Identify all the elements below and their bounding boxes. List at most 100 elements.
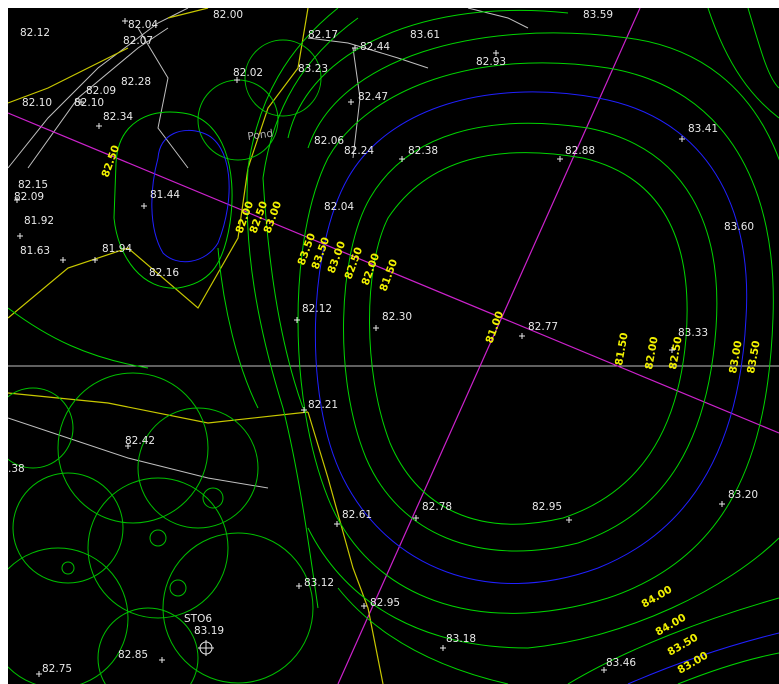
tree-symbol	[137, 407, 259, 529]
edge-line	[137, 27, 189, 169]
alignment-line	[8, 112, 779, 434]
contour-label: 83.50	[745, 340, 763, 375]
edge-line	[307, 37, 429, 69]
spot-elevation: 82.44	[360, 41, 390, 53]
spot-elevation: 82.04	[324, 201, 354, 213]
spot-elevation: 82.78	[422, 501, 452, 513]
spot-elevation: 82.34	[103, 111, 133, 123]
pond-label: Pond	[247, 128, 274, 143]
spot-elevation: 82.93	[476, 56, 506, 68]
spot-elevation-markers	[14, 18, 725, 677]
contour-line	[217, 247, 259, 409]
spot-elevation: 82.77	[528, 321, 558, 333]
alignment-lines	[8, 8, 779, 684]
spot-elevation: 82.24	[344, 145, 374, 157]
contour-label: 84.00	[640, 584, 675, 611]
tree-symbol	[97, 607, 199, 684]
cad-viewport[interactable]: 82.50 82.00 82.50 83.00 83.50 83.50 83.0…	[8, 8, 779, 684]
contour-line	[8, 307, 149, 369]
spot-elevation: 81.94	[102, 243, 132, 255]
contour-line	[707, 8, 779, 119]
boundary-line	[8, 392, 309, 424]
spot-elevation: 82.88	[565, 145, 595, 157]
spot-elevation: 81.63	[20, 245, 50, 257]
spot-elevation: 82.17	[308, 29, 338, 41]
contour-line	[297, 62, 774, 614]
edge-line	[8, 417, 269, 489]
boundary-line	[8, 8, 309, 319]
tree-symbol	[169, 579, 187, 597]
spot-elevation: 82.42	[125, 435, 155, 447]
spot-elevation: 82.21	[308, 399, 338, 411]
edge-line	[352, 47, 361, 159]
tree-symbol	[61, 561, 75, 575]
spot-elevation: 83.23	[298, 63, 328, 75]
spot-elevation: 82.15	[18, 179, 48, 191]
contour-line	[343, 122, 718, 552]
contour-line	[151, 129, 230, 263]
spot-elevation: 82.12	[302, 303, 332, 315]
spot-elevation: 82.10	[22, 97, 52, 109]
alignment-line	[337, 8, 641, 684]
contour-line	[113, 111, 233, 289]
spot-elevation: 82.09	[14, 191, 44, 203]
contour-label: 83.00	[676, 650, 711, 677]
tree-symbol	[87, 477, 229, 619]
spot-elevation: 83.18	[446, 633, 476, 645]
spot-elevation: 82.09	[86, 85, 116, 97]
contour-line	[747, 8, 779, 89]
spot-elevation: 81.44	[150, 189, 180, 201]
contour-label: 82.00	[643, 336, 661, 371]
contour-line	[369, 152, 688, 525]
spot-elevation: 82.38	[408, 145, 438, 157]
spot-elevation: 82.85	[118, 649, 148, 661]
spot-elevation: 81.92	[24, 215, 54, 227]
contour-line	[337, 587, 509, 684]
spot-elevation: 82.06	[314, 135, 344, 147]
contour-label: 83.00	[727, 340, 745, 375]
edge-line	[27, 27, 169, 169]
contour-label: 82.00	[360, 252, 383, 287]
contour-line	[307, 32, 779, 161]
contour-line	[247, 8, 339, 169]
contour-label: 81.50	[378, 258, 401, 293]
spot-elevation: 83.12	[304, 577, 334, 589]
boundary-lines	[8, 8, 384, 684]
spot-elevation: 83.20	[728, 489, 758, 501]
edge-line	[467, 8, 529, 29]
spot-elevation: 83.46	[606, 657, 636, 669]
tree-symbol	[202, 487, 224, 509]
spot-elevation: 82.30	[382, 311, 412, 323]
boundary-line	[8, 47, 129, 104]
spot-elevation: 82.28	[121, 76, 151, 88]
spot-elevation: 82.02	[233, 67, 263, 79]
spot-elevation: 82.16	[149, 267, 179, 279]
boundary-line	[307, 411, 384, 684]
structure-label: STO6	[184, 613, 212, 625]
contour-label: 81.50	[613, 332, 631, 367]
contour-lines	[8, 8, 779, 684]
contour-line	[262, 177, 304, 409]
spot-elevation: 83.19	[194, 625, 224, 637]
spot-elevation: .38	[8, 463, 25, 475]
contour-map[interactable]: 82.50 82.00 82.50 83.00 83.50 83.50 83.0…	[8, 8, 779, 684]
spot-elevation: 82.00	[213, 9, 243, 21]
tree-symbol	[57, 372, 209, 524]
spot-elevation: 83.41	[688, 123, 718, 135]
spot-elevation: 83.33	[678, 327, 708, 339]
contour-line	[287, 9, 569, 139]
spot-elevation: 83.59	[583, 9, 613, 21]
tree-symbols	[8, 39, 322, 684]
tree-symbol	[12, 472, 124, 584]
tree-symbol	[162, 532, 314, 684]
spot-elevation: 82.12	[20, 27, 50, 39]
spot-elevation: 82.04	[128, 19, 158, 31]
contour-line	[262, 17, 359, 179]
contour-line	[246, 167, 319, 609]
spot-elevation: 82.47	[358, 91, 388, 103]
spot-elevation: 82.95	[532, 501, 562, 513]
spot-elevation: 82.61	[342, 509, 372, 521]
spot-elevation: 82.95	[370, 597, 400, 609]
spot-elevation: 83.60	[724, 221, 754, 233]
contour-labels: 82.50 82.00 82.50 83.00 83.50 83.50 83.0…	[100, 144, 763, 677]
